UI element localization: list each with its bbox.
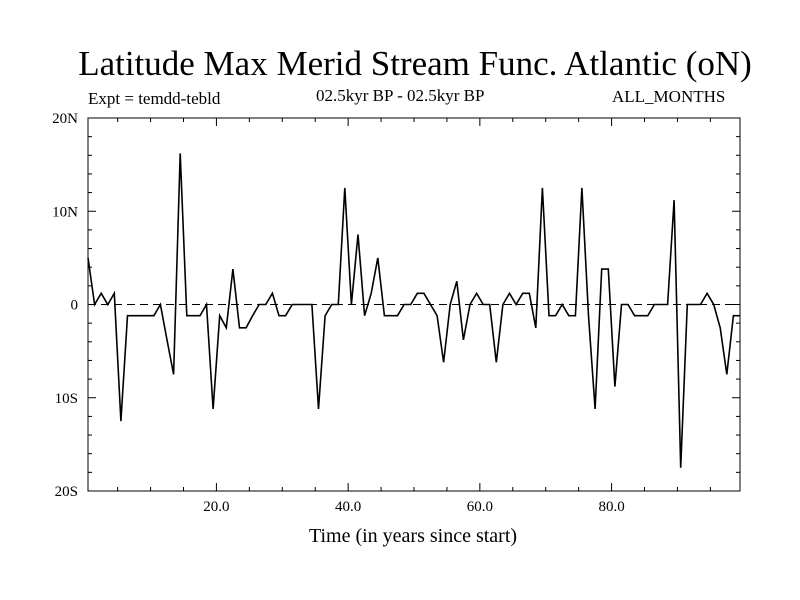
period-label: 02.5kyr BP - 02.5kyr BP	[316, 86, 485, 105]
x-tick-label: 80.0	[598, 499, 624, 515]
y-tick-label: 20N	[52, 111, 78, 127]
months-label: ALL_MONTHS	[612, 87, 726, 106]
y-tick-label: 10N	[52, 204, 78, 220]
y-tick-label: 20S	[55, 484, 78, 500]
x-axis-label: Time (in years since start)	[309, 525, 517, 547]
x-tick-label: 40.0	[335, 499, 361, 515]
x-tick-label: 20.0	[203, 499, 229, 515]
x-tick-label: 60.0	[467, 499, 493, 515]
y-tick-label: 10S	[55, 391, 78, 407]
y-tick-label: 0	[71, 298, 79, 314]
experiment-label: Expt = temdd-tebld	[88, 89, 221, 108]
series-line	[87, 153, 740, 468]
chart-title: Latitude Max Merid Stream Func. Atlantic…	[78, 44, 752, 83]
